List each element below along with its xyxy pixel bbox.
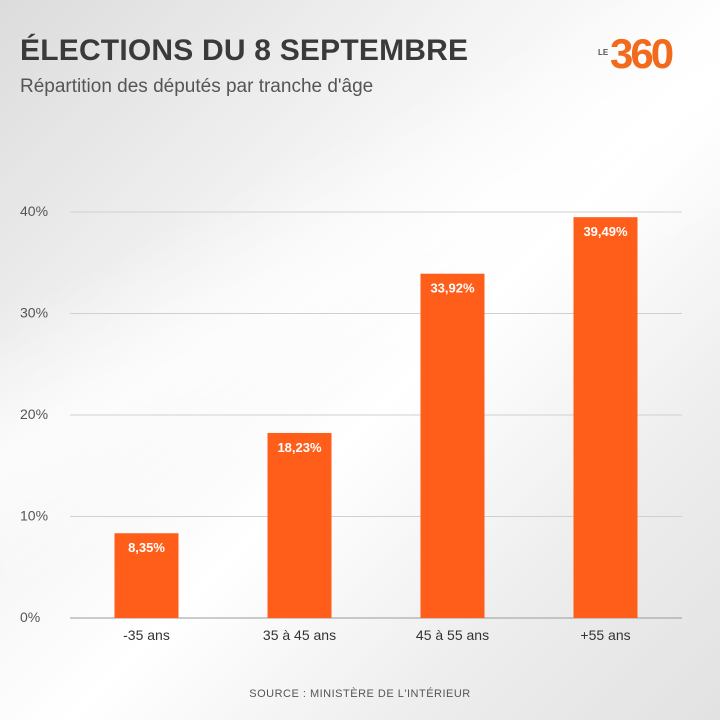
x-axis-labels: -35 ans 35 à 45 ans 45 à 55 ans +55 ans <box>123 627 630 643</box>
x-tick-label: +55 ans <box>580 627 630 643</box>
x-tick-label: -35 ans <box>123 627 170 643</box>
brand-logo: LE 360 <box>598 28 708 78</box>
page-title: ÉLECTIONS DU 8 SEPTEMBRE <box>20 34 469 67</box>
y-tick-label: 0% <box>20 609 40 625</box>
chart-bars: 8,35% 18,23% 33,92% 39,49% <box>114 217 638 618</box>
y-tick-label: 20% <box>20 406 48 422</box>
y-tick-label: 30% <box>20 305 48 321</box>
bar-value-label: 18,23% <box>277 440 322 455</box>
bar <box>420 273 485 618</box>
x-tick-label: 35 à 45 ans <box>263 627 336 643</box>
bar-value-label: 8,35% <box>128 540 165 555</box>
page-subtitle: Répartition des députés par tranche d'âg… <box>20 76 374 97</box>
bar-value-label: 33,92% <box>430 281 475 296</box>
y-tick-label: 10% <box>20 508 48 524</box>
x-tick-label: 45 à 55 ans <box>416 627 489 643</box>
logo-number: 360 <box>610 30 674 77</box>
y-axis-ticks: 0% 10% 20% 30% 40% <box>20 203 48 625</box>
bar <box>267 432 332 618</box>
y-tick-label: 40% <box>20 203 48 219</box>
source-note: SOURCE : MINISTÈRE DE L'INTÉRIEUR <box>249 688 471 700</box>
bar <box>114 533 179 618</box>
logo-prefix: LE <box>598 48 609 57</box>
bar-value-label: 39,49% <box>583 224 628 239</box>
bar <box>573 217 638 618</box>
